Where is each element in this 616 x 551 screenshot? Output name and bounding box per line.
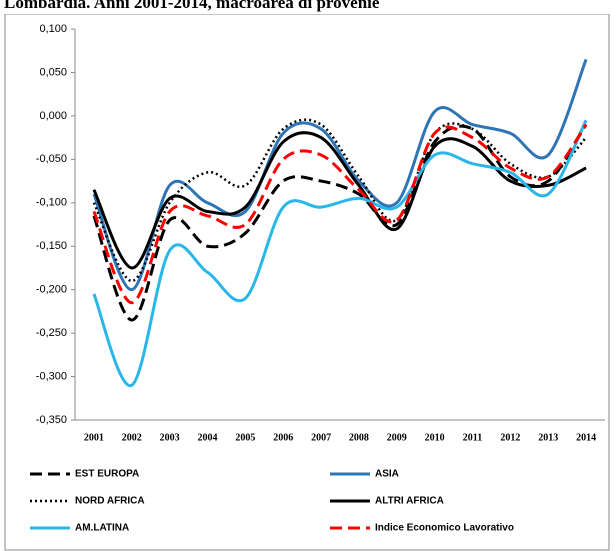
y-tick-label: -0,050 — [36, 153, 67, 165]
series-line — [92, 119, 588, 387]
y-tick-label: -0,200 — [36, 284, 67, 296]
x-tick-label: 2013 — [538, 432, 558, 443]
series-line — [92, 131, 587, 270]
y-tick-label: 0,050 — [39, 66, 67, 78]
chart-title: Lombardia. Anni 2001-2014, macroarea di … — [4, 0, 380, 12]
x-tick-label: 2002 — [122, 432, 142, 443]
x-tick-label: 2007 — [311, 432, 331, 443]
legend-label: AM.LATINA — [75, 523, 129, 534]
legend-label: ALTRI AFRICA — [375, 496, 444, 507]
legend-label: NORD AFRICA — [75, 496, 145, 507]
x-tick-label: 2001 — [84, 432, 104, 443]
y-tick-label: -0,250 — [36, 327, 67, 339]
legend-label: Indice Economico Lavorativo — [375, 523, 514, 534]
x-tick-label: 2012 — [500, 432, 520, 443]
x-tick-label: 2011 — [463, 432, 482, 443]
series-line — [92, 58, 588, 292]
legend-label: EST EUROPA — [75, 469, 139, 480]
chart-border — [4, 13, 610, 551]
x-tick-label: 2010 — [425, 432, 445, 443]
title-bg — [0, 0, 616, 14]
x-tick-label: 2014 — [576, 432, 596, 443]
x-tick-label: 2004 — [198, 432, 218, 443]
y-tick-label: 0,000 — [39, 110, 67, 122]
y-tick-label: -0,350 — [36, 414, 67, 426]
series-line — [92, 118, 587, 283]
x-tick-label: 2008 — [349, 432, 369, 443]
y-tick-label: 0,100 — [39, 23, 67, 35]
series-line — [92, 123, 588, 305]
y-tick-label: -0,300 — [36, 370, 67, 382]
x-tick-label: 2009 — [387, 432, 407, 443]
y-tick-label: -0,150 — [36, 240, 67, 252]
legend-label: ASIA — [375, 469, 399, 480]
x-tick-label: 2006 — [273, 432, 293, 443]
x-tick-label: 2005 — [235, 432, 255, 443]
y-tick-label: -0,100 — [36, 197, 67, 209]
x-tick-label: 2003 — [160, 432, 180, 443]
